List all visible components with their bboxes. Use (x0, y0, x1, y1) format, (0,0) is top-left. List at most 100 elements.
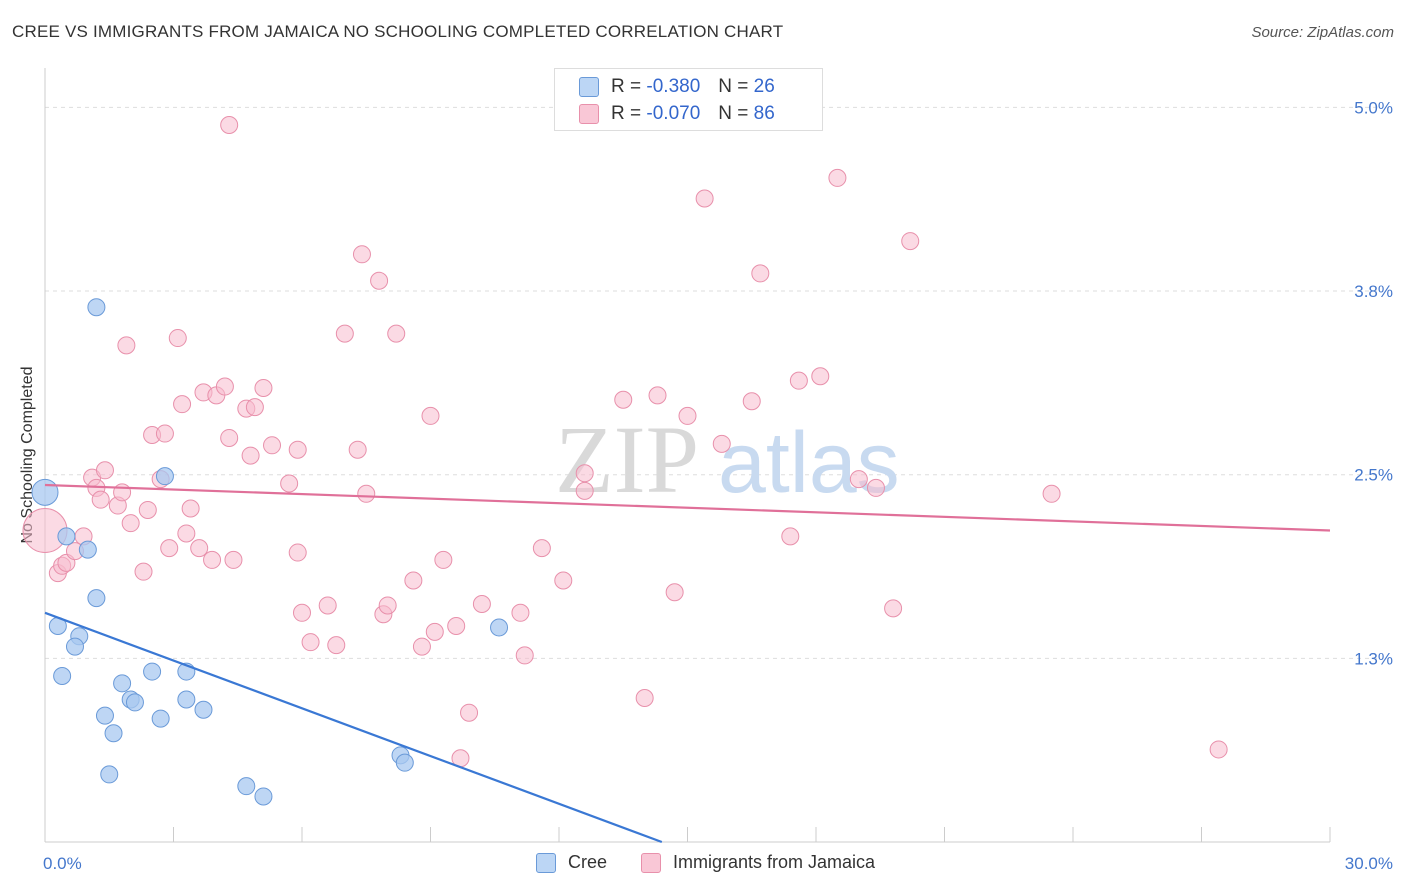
jamaica-point (412, 637, 431, 656)
jamaica-point (532, 539, 551, 558)
cree-point (53, 666, 72, 685)
jamaica-point (168, 329, 187, 348)
jamaica-point (134, 562, 153, 581)
jamaica-point (215, 377, 234, 396)
cree-point (57, 527, 76, 546)
jamaica-point (742, 392, 761, 411)
jamaica-point (648, 386, 667, 405)
jamaica-point (224, 550, 243, 569)
y-tick-label: 5.0% (1354, 98, 1393, 117)
jamaica-point (447, 617, 466, 636)
jamaica-point (121, 514, 140, 533)
jamaica-point (160, 539, 179, 558)
x-tick-label-min: 0.0% (43, 854, 82, 873)
jamaica-point (884, 599, 903, 618)
cree-trend-line (44, 611, 663, 844)
jamaica-point (348, 440, 367, 459)
bottom-legend-label-jamaica: Immigrants from Jamaica (673, 852, 876, 872)
cree-point (78, 540, 97, 559)
jamaica-point (113, 483, 132, 502)
jamaica-point (138, 500, 157, 519)
jamaica-point (190, 539, 209, 558)
cree-point (104, 724, 123, 743)
jamaica-point (901, 232, 920, 251)
jamaica-point (665, 583, 684, 602)
jamaica-point (866, 478, 885, 497)
trend-layer (44, 483, 1331, 844)
jamaica-point (220, 428, 239, 447)
cree-point (194, 700, 213, 719)
legend-row-jamaica: R = -0.070 N = 86 (579, 102, 775, 126)
grid-layer (45, 106, 1380, 659)
cree-point (65, 637, 84, 656)
jamaica-point (254, 379, 273, 398)
legend-r-value-cree: -0.380 (646, 76, 701, 97)
bottom-legend-cree: Cree (536, 852, 607, 873)
cree-point (87, 589, 106, 608)
jamaica-point (280, 474, 299, 493)
jamaica-point (327, 636, 346, 655)
points-layer (22, 116, 1228, 806)
jamaica-point (220, 116, 239, 135)
jamaica-point (695, 189, 714, 208)
cree-point (155, 467, 174, 486)
legend-row-cree: R = -0.380 N = 26 (579, 75, 775, 99)
jamaica-point (575, 464, 594, 483)
chart-title: CREE VS IMMIGRANTS FROM JAMAICA NO SCHOO… (12, 22, 784, 41)
jamaica-point (155, 424, 174, 443)
jamaica-point (177, 524, 196, 543)
cree-point (254, 787, 273, 806)
stats-legend: R = -0.380 N = 26 R = -0.070 N = 86 (554, 68, 823, 131)
cree-point (490, 618, 509, 637)
y-tick-label: 2.5% (1354, 466, 1393, 485)
cree-point (237, 777, 256, 796)
bottom-legend-swatch-cree (536, 852, 556, 873)
jamaica-trend-line (44, 483, 1331, 532)
jamaica-point (203, 550, 222, 569)
jamaica-point (575, 481, 594, 500)
legend-n-label: N = (718, 103, 749, 124)
cree-point (95, 706, 114, 725)
jamaica-point (434, 550, 453, 569)
y-tick-label: 3.8% (1354, 282, 1393, 301)
legend-n-label: N = (718, 76, 749, 97)
cree-point (100, 765, 119, 784)
jamaica-point (357, 484, 376, 503)
jamaica-point (387, 324, 406, 343)
cree-point (151, 709, 170, 728)
jamaica-point (263, 436, 282, 455)
cree-point (177, 690, 196, 709)
axis-layer (44, 68, 1331, 843)
jamaica-point (789, 371, 808, 390)
jamaica-point (678, 406, 697, 425)
legend-r-label: R = (611, 76, 642, 97)
jamaica-point (515, 646, 534, 665)
jamaica-point (288, 543, 307, 562)
cree-point (113, 674, 132, 693)
legend-r-value-jamaica: -0.070 (646, 103, 701, 124)
legend-r-label: R = (611, 103, 642, 124)
watermark-zip: ZIP (555, 406, 699, 513)
cree-point (87, 298, 106, 317)
jamaica-point (751, 264, 770, 283)
jamaica-point (828, 168, 847, 187)
y-tick-label: 1.3% (1354, 649, 1393, 668)
legend-swatch-jamaica (579, 104, 599, 124)
jamaica-point (91, 490, 110, 509)
jamaica-point (421, 406, 440, 425)
jamaica-point (301, 633, 320, 652)
x-tick-label-max: 30.0% (1345, 854, 1393, 873)
cree-point (143, 662, 162, 681)
watermark-atlas: atlas (718, 415, 900, 511)
jamaica-point (781, 527, 800, 546)
jamaica-point (635, 689, 654, 708)
jamaica-point (335, 324, 354, 343)
jamaica-point (117, 336, 136, 355)
jamaica-point (404, 571, 423, 590)
legend-n-value-jamaica: 86 (753, 103, 775, 124)
jamaica-point (712, 434, 731, 453)
bottom-legend-label-cree: Cree (568, 852, 608, 872)
jamaica-point (318, 596, 337, 615)
jamaica-point (811, 367, 830, 386)
